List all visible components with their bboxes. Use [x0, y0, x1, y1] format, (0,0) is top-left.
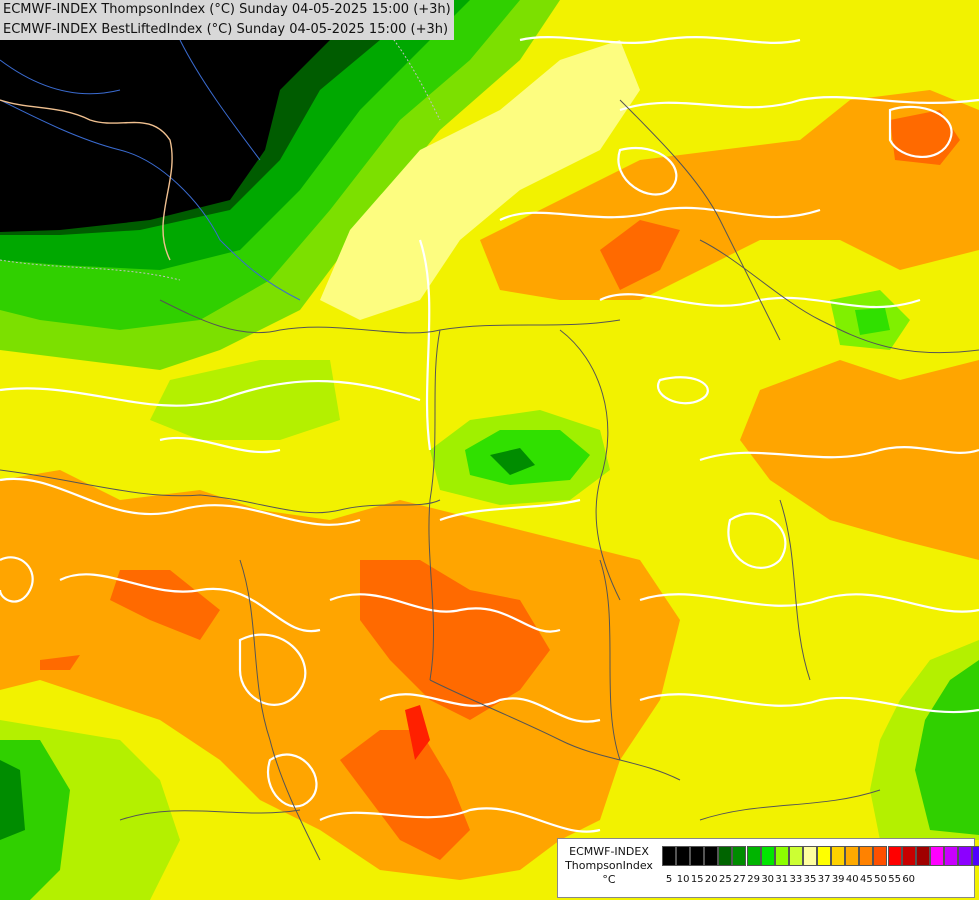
legend-swatch [831, 846, 846, 866]
legend-tick-label: 10 [676, 874, 690, 885]
legend-swatch [760, 846, 775, 866]
legend-tick-label: 60 [902, 874, 916, 885]
legend-swatch [845, 846, 860, 866]
zone-darkorange-ne [600, 220, 680, 290]
legend-swatch [704, 846, 719, 866]
zone-green-e2 [855, 308, 890, 335]
legend-swatch [957, 846, 972, 866]
legend-swatch [943, 846, 958, 866]
legend-swatch [817, 846, 832, 866]
legend-swatch [929, 846, 944, 866]
legend-tick-label: 5 [665, 874, 673, 885]
coast-light [0, 0, 441, 281]
country-borders [0, 99, 979, 861]
legend-swatch [718, 846, 733, 866]
legend-title: ECMWF-INDEX ThompsonIndex °C [561, 845, 657, 887]
map-header: ECMWF-INDEX ThompsonIndex (°C) Sunday 04… [0, 0, 454, 40]
contour-lines [0, 36, 979, 833]
legend-swatch [972, 846, 979, 866]
zone-darkgreen-sw [0, 760, 25, 840]
zone-green-se [915, 660, 979, 835]
legend-swatch [662, 846, 676, 866]
zone-orange-e [740, 360, 979, 560]
legend-tick-label: 31 [775, 874, 789, 885]
legend-swatches [662, 846, 979, 866]
legend-tick-label: 15 [690, 874, 704, 885]
zone-pale-yellow [320, 40, 640, 320]
legend-swatch [915, 846, 930, 866]
zone-darkorange-w [110, 570, 220, 640]
zone-lime-mid [150, 360, 340, 440]
legend-swatch [901, 846, 916, 866]
zone-darkorange-w2 [40, 655, 80, 670]
zone-red-s [405, 705, 430, 760]
zone-darkorange-s [360, 560, 550, 720]
legend-tick-label: 29 [747, 874, 760, 885]
legend-tick-label: 37 [817, 874, 831, 885]
legend-swatch [802, 846, 817, 866]
zone-black-nw [0, 0, 410, 232]
legend-tick-label: 35 [803, 874, 817, 885]
zone-darkorange-s2 [340, 730, 470, 860]
legend-swatch [690, 846, 705, 866]
legend-tick-label: 55 [888, 874, 901, 885]
legend-tick-label: 20 [704, 874, 718, 885]
legend-swatch [774, 846, 789, 866]
legend-swatch [746, 846, 761, 866]
legend-tick-label: 25 [719, 874, 732, 885]
legend-swatch [732, 846, 747, 866]
color-legend: ECMWF-INDEX ThompsonIndex °C 5 10 15 20 25 27… [557, 838, 979, 898]
legend-swatch [887, 846, 902, 866]
legend-unit: °C [602, 873, 616, 886]
legend-title-param: ThompsonIndex [565, 859, 653, 872]
zone-darkgreen-center [490, 448, 535, 475]
border-highlight [0, 99, 173, 261]
legend-swatch [859, 846, 874, 866]
header-line-bestlifted: ECMWF-INDEX BestLiftedIndex (°C) Sunday … [3, 22, 449, 37]
legend-tick-label: 33 [789, 874, 803, 885]
header-line-thompson: ECMWF-INDEX ThompsonIndex (°C) Sunday 04… [3, 2, 451, 17]
legend-swatch [788, 846, 803, 866]
legend-title-source: ECMWF-INDEX [569, 845, 649, 858]
legend-tick-label: 30 [761, 874, 775, 885]
legend-swatch [873, 846, 888, 866]
legend-tick-label: 40 [845, 874, 859, 885]
legend-tick-label: 50 [874, 874, 887, 885]
legend-tick-label: 39 [831, 874, 845, 885]
coastlines [0, 39, 301, 301]
legend-tick-label: 27 [733, 874, 746, 885]
legend-tick-label: 45 [860, 874, 873, 885]
legend-swatch [676, 846, 691, 866]
